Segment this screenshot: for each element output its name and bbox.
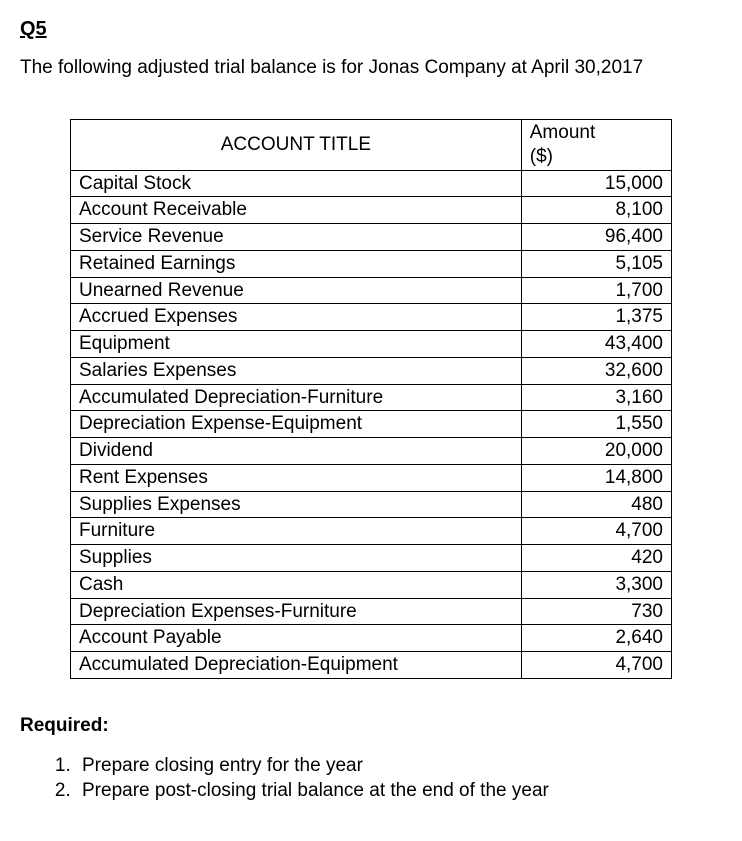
table-row: Service Revenue96,400 <box>71 224 672 251</box>
table-row: Retained Earnings5,105 <box>71 250 672 277</box>
account-title-cell: Service Revenue <box>71 224 522 251</box>
account-title-cell: Account Payable <box>71 625 522 652</box>
account-title-cell: Capital Stock <box>71 170 522 197</box>
amount-cell: 3,160 <box>521 384 671 411</box>
account-title-cell: Accrued Expenses <box>71 304 522 331</box>
amount-cell: 480 <box>521 491 671 518</box>
trial-balance-table: ACCOUNT TITLE Amount($) Capital Stock15,… <box>70 119 672 679</box>
account-title-cell: Furniture <box>71 518 522 545</box>
amount-cell: 2,640 <box>521 625 671 652</box>
account-title-cell: Retained Earnings <box>71 250 522 277</box>
amount-cell: 5,105 <box>521 250 671 277</box>
amount-cell: 3,300 <box>521 571 671 598</box>
account-title-cell: Rent Expenses <box>71 464 522 491</box>
amount-cell: 20,000 <box>521 438 671 465</box>
table-row: Cash3,300 <box>71 571 672 598</box>
table-row: Capital Stock15,000 <box>71 170 672 197</box>
account-title-cell: Dividend <box>71 438 522 465</box>
col-header-amount: Amount($) <box>521 120 671 171</box>
account-title-cell: Cash <box>71 571 522 598</box>
required-list: Prepare closing entry for the yearPrepar… <box>20 753 722 804</box>
table-row: Accrued Expenses1,375 <box>71 304 672 331</box>
amount-cell: 32,600 <box>521 357 671 384</box>
amount-cell: 96,400 <box>521 224 671 251</box>
required-item: Prepare closing entry for the year <box>76 753 722 779</box>
intro-text: The following adjusted trial balance is … <box>20 57 722 79</box>
amount-cell: 14,800 <box>521 464 671 491</box>
table-row: Supplies Expenses480 <box>71 491 672 518</box>
table-row: Account Receivable8,100 <box>71 197 672 224</box>
amount-cell: 8,100 <box>521 197 671 224</box>
table-row: Account Payable2,640 <box>71 625 672 652</box>
account-title-cell: Depreciation Expense-Equipment <box>71 411 522 438</box>
table-row: Accumulated Depreciation-Furniture3,160 <box>71 384 672 411</box>
amount-cell: 1,550 <box>521 411 671 438</box>
trial-balance-table-wrap: ACCOUNT TITLE Amount($) Capital Stock15,… <box>20 119 722 679</box>
table-row: Depreciation Expenses-Furniture730 <box>71 598 672 625</box>
amount-cell: 4,700 <box>521 518 671 545</box>
table-row: Supplies420 <box>71 545 672 572</box>
table-row: Furniture4,700 <box>71 518 672 545</box>
table-row: Dividend20,000 <box>71 438 672 465</box>
account-title-cell: Account Receivable <box>71 197 522 224</box>
account-title-cell: Supplies Expenses <box>71 491 522 518</box>
table-row: Equipment43,400 <box>71 331 672 358</box>
account-title-cell: Depreciation Expenses-Furniture <box>71 598 522 625</box>
amount-label: Amount($) <box>530 122 595 167</box>
account-title-cell: Accumulated Depreciation-Equipment <box>71 652 522 679</box>
amount-cell: 420 <box>521 545 671 572</box>
table-row: Salaries Expenses32,600 <box>71 357 672 384</box>
amount-cell: 1,700 <box>521 277 671 304</box>
account-title-cell: Accumulated Depreciation-Furniture <box>71 384 522 411</box>
table-row: Accumulated Depreciation-Equipment4,700 <box>71 652 672 679</box>
account-title-cell: Unearned Revenue <box>71 277 522 304</box>
account-title-cell: Equipment <box>71 331 522 358</box>
amount-cell: 15,000 <box>521 170 671 197</box>
account-title-cell: Salaries Expenses <box>71 357 522 384</box>
required-item: Prepare post-closing trial balance at th… <box>76 778 722 804</box>
amount-cell: 730 <box>521 598 671 625</box>
table-row: Depreciation Expense-Equipment1,550 <box>71 411 672 438</box>
amount-cell: 43,400 <box>521 331 671 358</box>
required-label: Required: <box>20 715 722 737</box>
question-heading: Q5 <box>20 18 722 41</box>
table-row: Rent Expenses14,800 <box>71 464 672 491</box>
col-header-account: ACCOUNT TITLE <box>71 120 522 171</box>
account-title-cell: Supplies <box>71 545 522 572</box>
table-row: Unearned Revenue1,700 <box>71 277 672 304</box>
amount-cell: 1,375 <box>521 304 671 331</box>
amount-cell: 4,700 <box>521 652 671 679</box>
